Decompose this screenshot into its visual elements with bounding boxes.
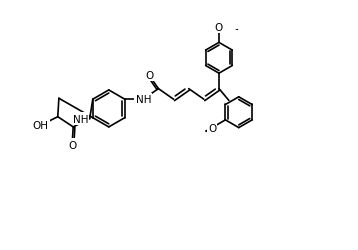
Text: NH: NH	[136, 95, 151, 105]
Text: O: O	[145, 71, 153, 81]
Text: O: O	[208, 123, 216, 133]
Text: NH: NH	[73, 114, 88, 124]
Text: O: O	[215, 23, 223, 33]
Text: O: O	[68, 140, 76, 150]
Text: OH: OH	[33, 121, 49, 131]
